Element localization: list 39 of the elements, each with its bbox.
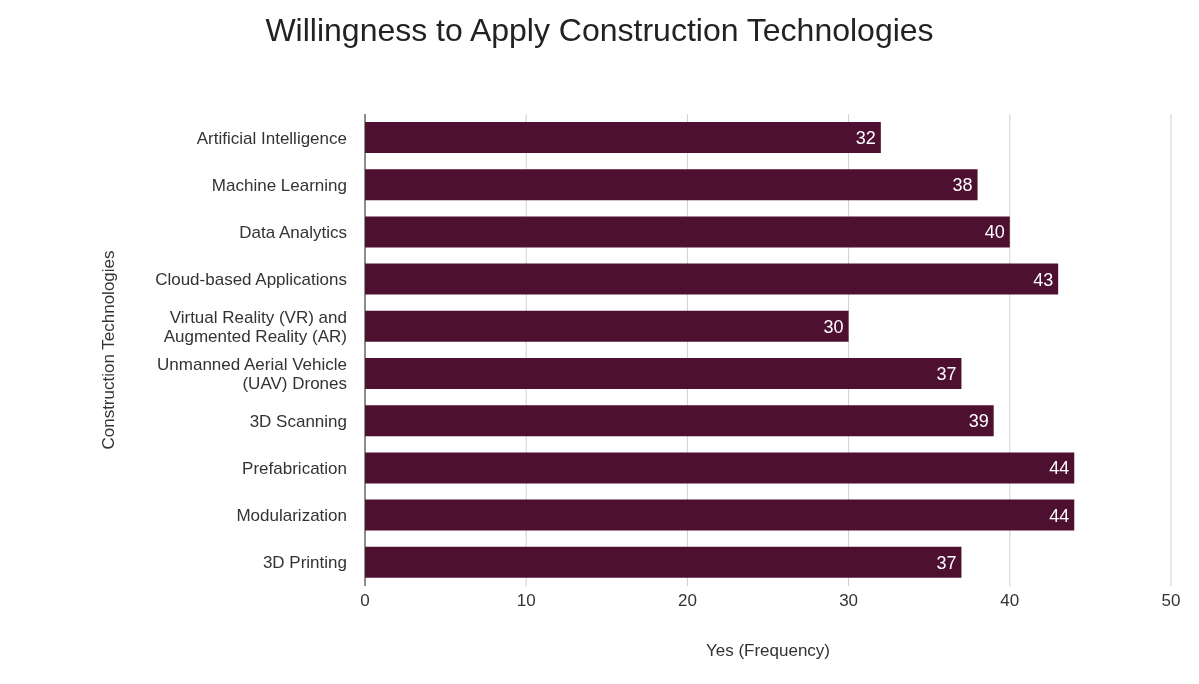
y-axis-title: Construction Technologies bbox=[99, 250, 119, 450]
data-label: 37 bbox=[936, 363, 957, 384]
y-tick-label: Prefabrication bbox=[242, 458, 347, 478]
bar bbox=[365, 546, 962, 578]
x-tick-label: 40 bbox=[1000, 591, 1020, 611]
bar bbox=[365, 405, 994, 437]
data-label: 38 bbox=[952, 175, 973, 196]
data-label: 37 bbox=[936, 552, 957, 573]
bar bbox=[365, 310, 849, 342]
y-tick-label: Unmanned Aerial Vehicle (UAV) Drones bbox=[157, 354, 347, 393]
chart-title: Willingness to Apply Construction Technologies bbox=[264, 11, 935, 50]
bar bbox=[365, 358, 962, 390]
x-axis-title: Yes (Frequency) bbox=[705, 641, 831, 660]
bar bbox=[365, 452, 1075, 484]
y-tick-label: Artificial Intelligence bbox=[196, 128, 347, 148]
bar bbox=[365, 499, 1075, 531]
data-label: 39 bbox=[968, 411, 989, 432]
data-label: 44 bbox=[1049, 458, 1070, 479]
y-tick-label: Virtual Reality (VR) and Augmented Reality (AR) bbox=[163, 307, 347, 346]
bar bbox=[365, 122, 881, 154]
data-label: 32 bbox=[855, 127, 876, 148]
x-tick-label: 20 bbox=[677, 591, 697, 611]
bar bbox=[365, 263, 1059, 295]
y-tick-label: 3D Scanning bbox=[249, 411, 347, 431]
x-tick-label: 50 bbox=[1161, 591, 1181, 611]
x-tick-label: 10 bbox=[516, 591, 536, 611]
bar bbox=[365, 216, 1010, 248]
data-label: 44 bbox=[1049, 505, 1070, 526]
data-label: 43 bbox=[1033, 269, 1054, 290]
x-tick-label: 0 bbox=[360, 591, 370, 611]
y-tick-label: Machine Learning bbox=[211, 175, 347, 195]
bar bbox=[365, 169, 978, 201]
x-tick-label: 30 bbox=[839, 591, 859, 611]
y-tick-label: Cloud-based Applications bbox=[155, 269, 347, 289]
y-tick-label: Data Analytics bbox=[239, 222, 347, 242]
y-tick-label: 3D Printing bbox=[262, 552, 347, 572]
data-label: 30 bbox=[823, 316, 844, 337]
y-tick-label: Modularization bbox=[236, 505, 347, 525]
data-label: 40 bbox=[984, 222, 1005, 243]
